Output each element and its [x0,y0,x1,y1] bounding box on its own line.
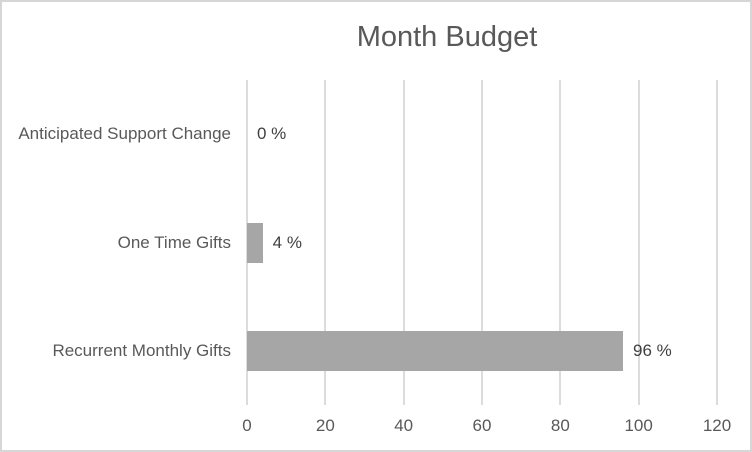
x-tick-label: 100 [624,416,653,435]
x-tick-label: 40 [394,416,414,435]
bar-2 [247,330,623,371]
gridline [324,80,327,405]
gridline [481,80,483,405]
bar-data-label: 0 % [257,124,287,144]
gridline [402,80,405,405]
x-tick-label: 0 [242,416,252,435]
chart-title: Month Budget [356,21,538,53]
x-tick-label: 20 [315,416,335,435]
category-label: Recurrent Monthly Gifts [52,340,231,360]
gridline [716,80,718,405]
category-label: Anticipated Support Change [18,124,231,144]
bar-data-label: 4 % [272,232,302,252]
x-tick-label: 120 [702,416,732,435]
gridline [559,80,562,405]
bar-1 [247,222,263,263]
x-tick-label: 60 [472,416,492,435]
category-label: One Time Gifts [117,232,231,252]
bar-data-label: 96 % [633,340,672,360]
x-tick-label: 80 [550,416,570,435]
gridline [637,80,640,405]
